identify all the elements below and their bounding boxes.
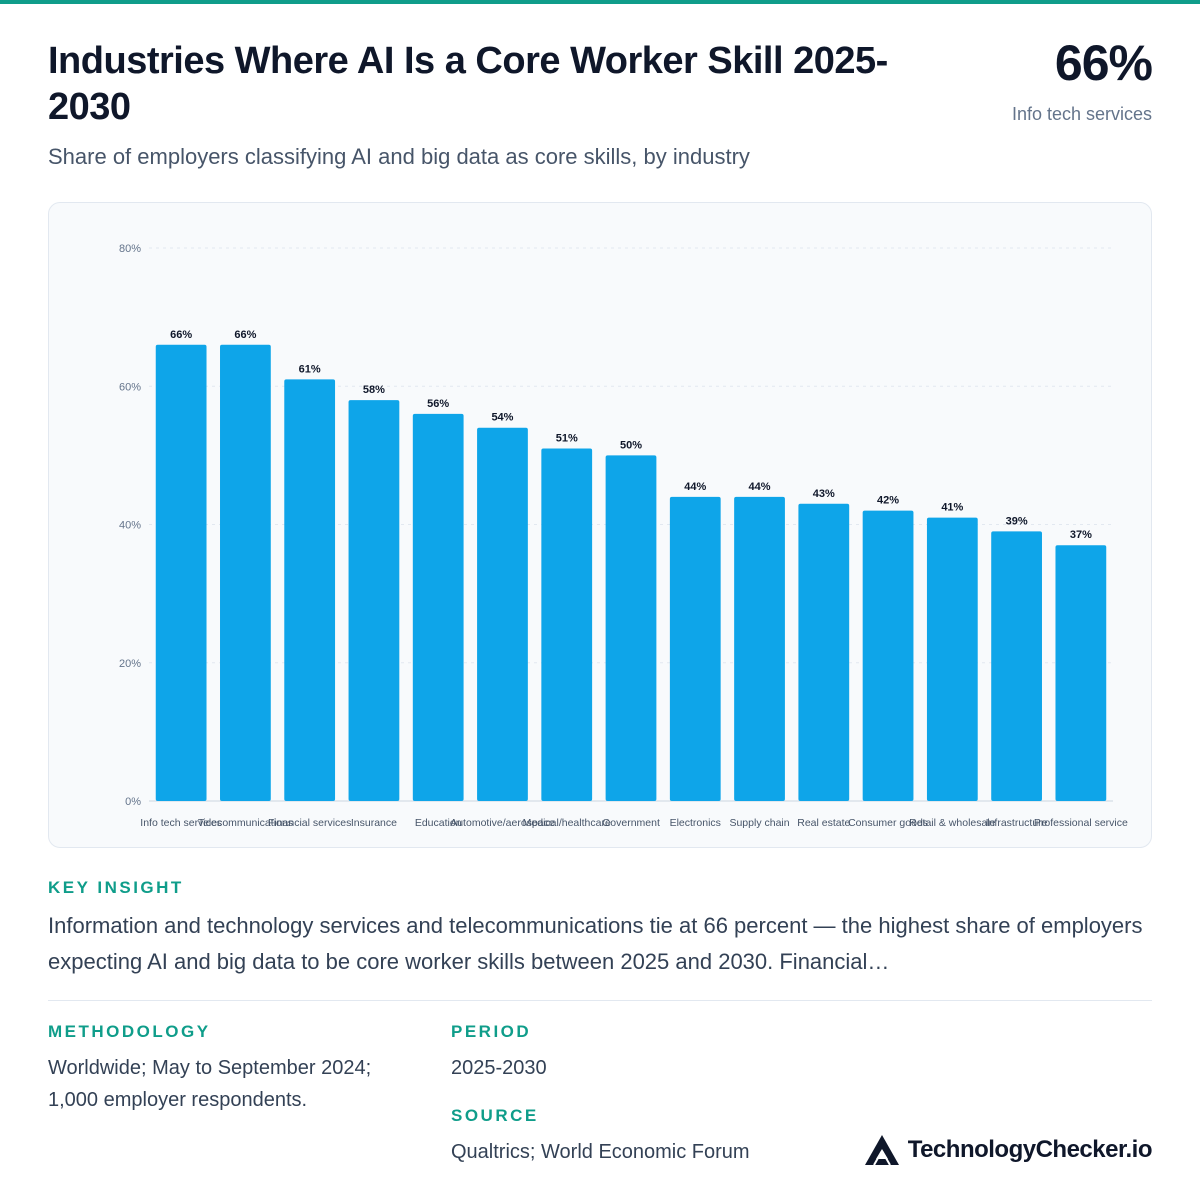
x-category-label: Medical/healthcare bbox=[523, 817, 611, 829]
bar-value-label: 66% bbox=[234, 329, 256, 341]
y-tick-label: 40% bbox=[119, 520, 141, 532]
x-category-label: Automotive/aerospace bbox=[450, 817, 555, 829]
bar-value-label: 54% bbox=[491, 412, 513, 424]
x-category-label: Electronics bbox=[670, 817, 721, 829]
bar bbox=[477, 427, 528, 801]
x-category-label: Professional service bbox=[1034, 817, 1128, 829]
page-title: Industries Where AI Is a Core Worker Ski… bbox=[48, 40, 888, 128]
section-divider bbox=[48, 1000, 1152, 1001]
y-tick-label: 60% bbox=[119, 381, 141, 393]
bar-chart: 0% 20% 40% 60% 80% 66% Info tech services 66% Te… bbox=[119, 243, 1128, 829]
x-category-label: Government bbox=[602, 817, 660, 829]
brand-logo: TechnologyChecker.io bbox=[864, 1134, 1153, 1166]
x-category-label: Retail & wholesale bbox=[909, 817, 996, 829]
bar bbox=[991, 531, 1042, 801]
bar bbox=[412, 413, 464, 801]
x-category-label: Infrastructure bbox=[986, 817, 1048, 829]
bar-value-label: 56% bbox=[427, 398, 449, 410]
x-category-label: Financial services bbox=[268, 817, 351, 829]
bar bbox=[926, 517, 978, 801]
top-accent-rule bbox=[0, 0, 1200, 4]
y-tick-label: 0% bbox=[125, 796, 141, 808]
bar-value-label: 43% bbox=[813, 488, 835, 500]
triangle-logo-icon bbox=[864, 1135, 899, 1166]
period-heading: PERIOD bbox=[451, 1022, 532, 1041]
bar bbox=[862, 510, 914, 801]
x-category-label: Education bbox=[415, 817, 462, 829]
x-category-label: Info tech services bbox=[140, 817, 222, 829]
source-text: Qualtrics; World Economic Forum bbox=[451, 1141, 750, 1163]
bar-value-label: 44% bbox=[749, 481, 771, 493]
x-category-label: Consumer goods bbox=[848, 817, 928, 829]
page-subtitle: Share of employers classifying AI and bi… bbox=[48, 144, 750, 169]
hero-label: Info tech services bbox=[1011, 104, 1152, 124]
bar-value-label: 39% bbox=[1006, 515, 1028, 527]
bar-value-label: 58% bbox=[363, 384, 385, 396]
bar-value-label: 61% bbox=[299, 363, 321, 375]
bar bbox=[284, 379, 336, 801]
bar-value-label: 51% bbox=[556, 432, 578, 444]
bar bbox=[669, 496, 721, 801]
bar-value-label: 37% bbox=[1070, 529, 1092, 541]
bar bbox=[605, 455, 657, 801]
bar bbox=[541, 448, 593, 801]
methodology-line-1: Worldwide; May to September 2024; bbox=[48, 1057, 372, 1079]
brand-name: TechnologyChecker.io bbox=[907, 1136, 1153, 1163]
bar-value-label: 42% bbox=[877, 495, 899, 507]
hero-stat: 66% Info tech services bbox=[1011, 35, 1153, 125]
y-tick-label: 80% bbox=[119, 243, 141, 255]
bar bbox=[155, 344, 207, 801]
period-text: 2025-2030 bbox=[451, 1057, 547, 1079]
insight-text: Information and technology services and … bbox=[48, 913, 1143, 974]
chart-card: 0% 20% 40% 60% 80% 66% Info tech services 66% Te… bbox=[48, 202, 1152, 848]
hero-value: 66% bbox=[1054, 35, 1153, 91]
x-category-label: Supply chain bbox=[729, 817, 789, 829]
bar bbox=[734, 496, 785, 801]
bar bbox=[798, 503, 850, 801]
x-category-label: Telecommunications bbox=[198, 817, 293, 829]
y-tick-label: 20% bbox=[119, 658, 141, 670]
bar-value-label: 44% bbox=[684, 481, 706, 493]
insight-heading: KEY INSIGHT bbox=[48, 878, 184, 897]
x-category-label: Insurance bbox=[351, 817, 397, 829]
bar bbox=[1055, 545, 1107, 801]
x-category-label: Real estate bbox=[797, 817, 850, 829]
bar bbox=[220, 344, 271, 801]
bar-value-label: 50% bbox=[620, 439, 642, 451]
source-heading: SOURCE bbox=[451, 1106, 539, 1125]
methodology-line-2: 1,000 employer respondents. bbox=[48, 1089, 308, 1111]
methodology-heading: METHODOLOGY bbox=[48, 1022, 211, 1041]
bar bbox=[348, 400, 400, 801]
bar-value-label: 66% bbox=[170, 329, 192, 341]
bar-value-label: 41% bbox=[941, 502, 963, 514]
